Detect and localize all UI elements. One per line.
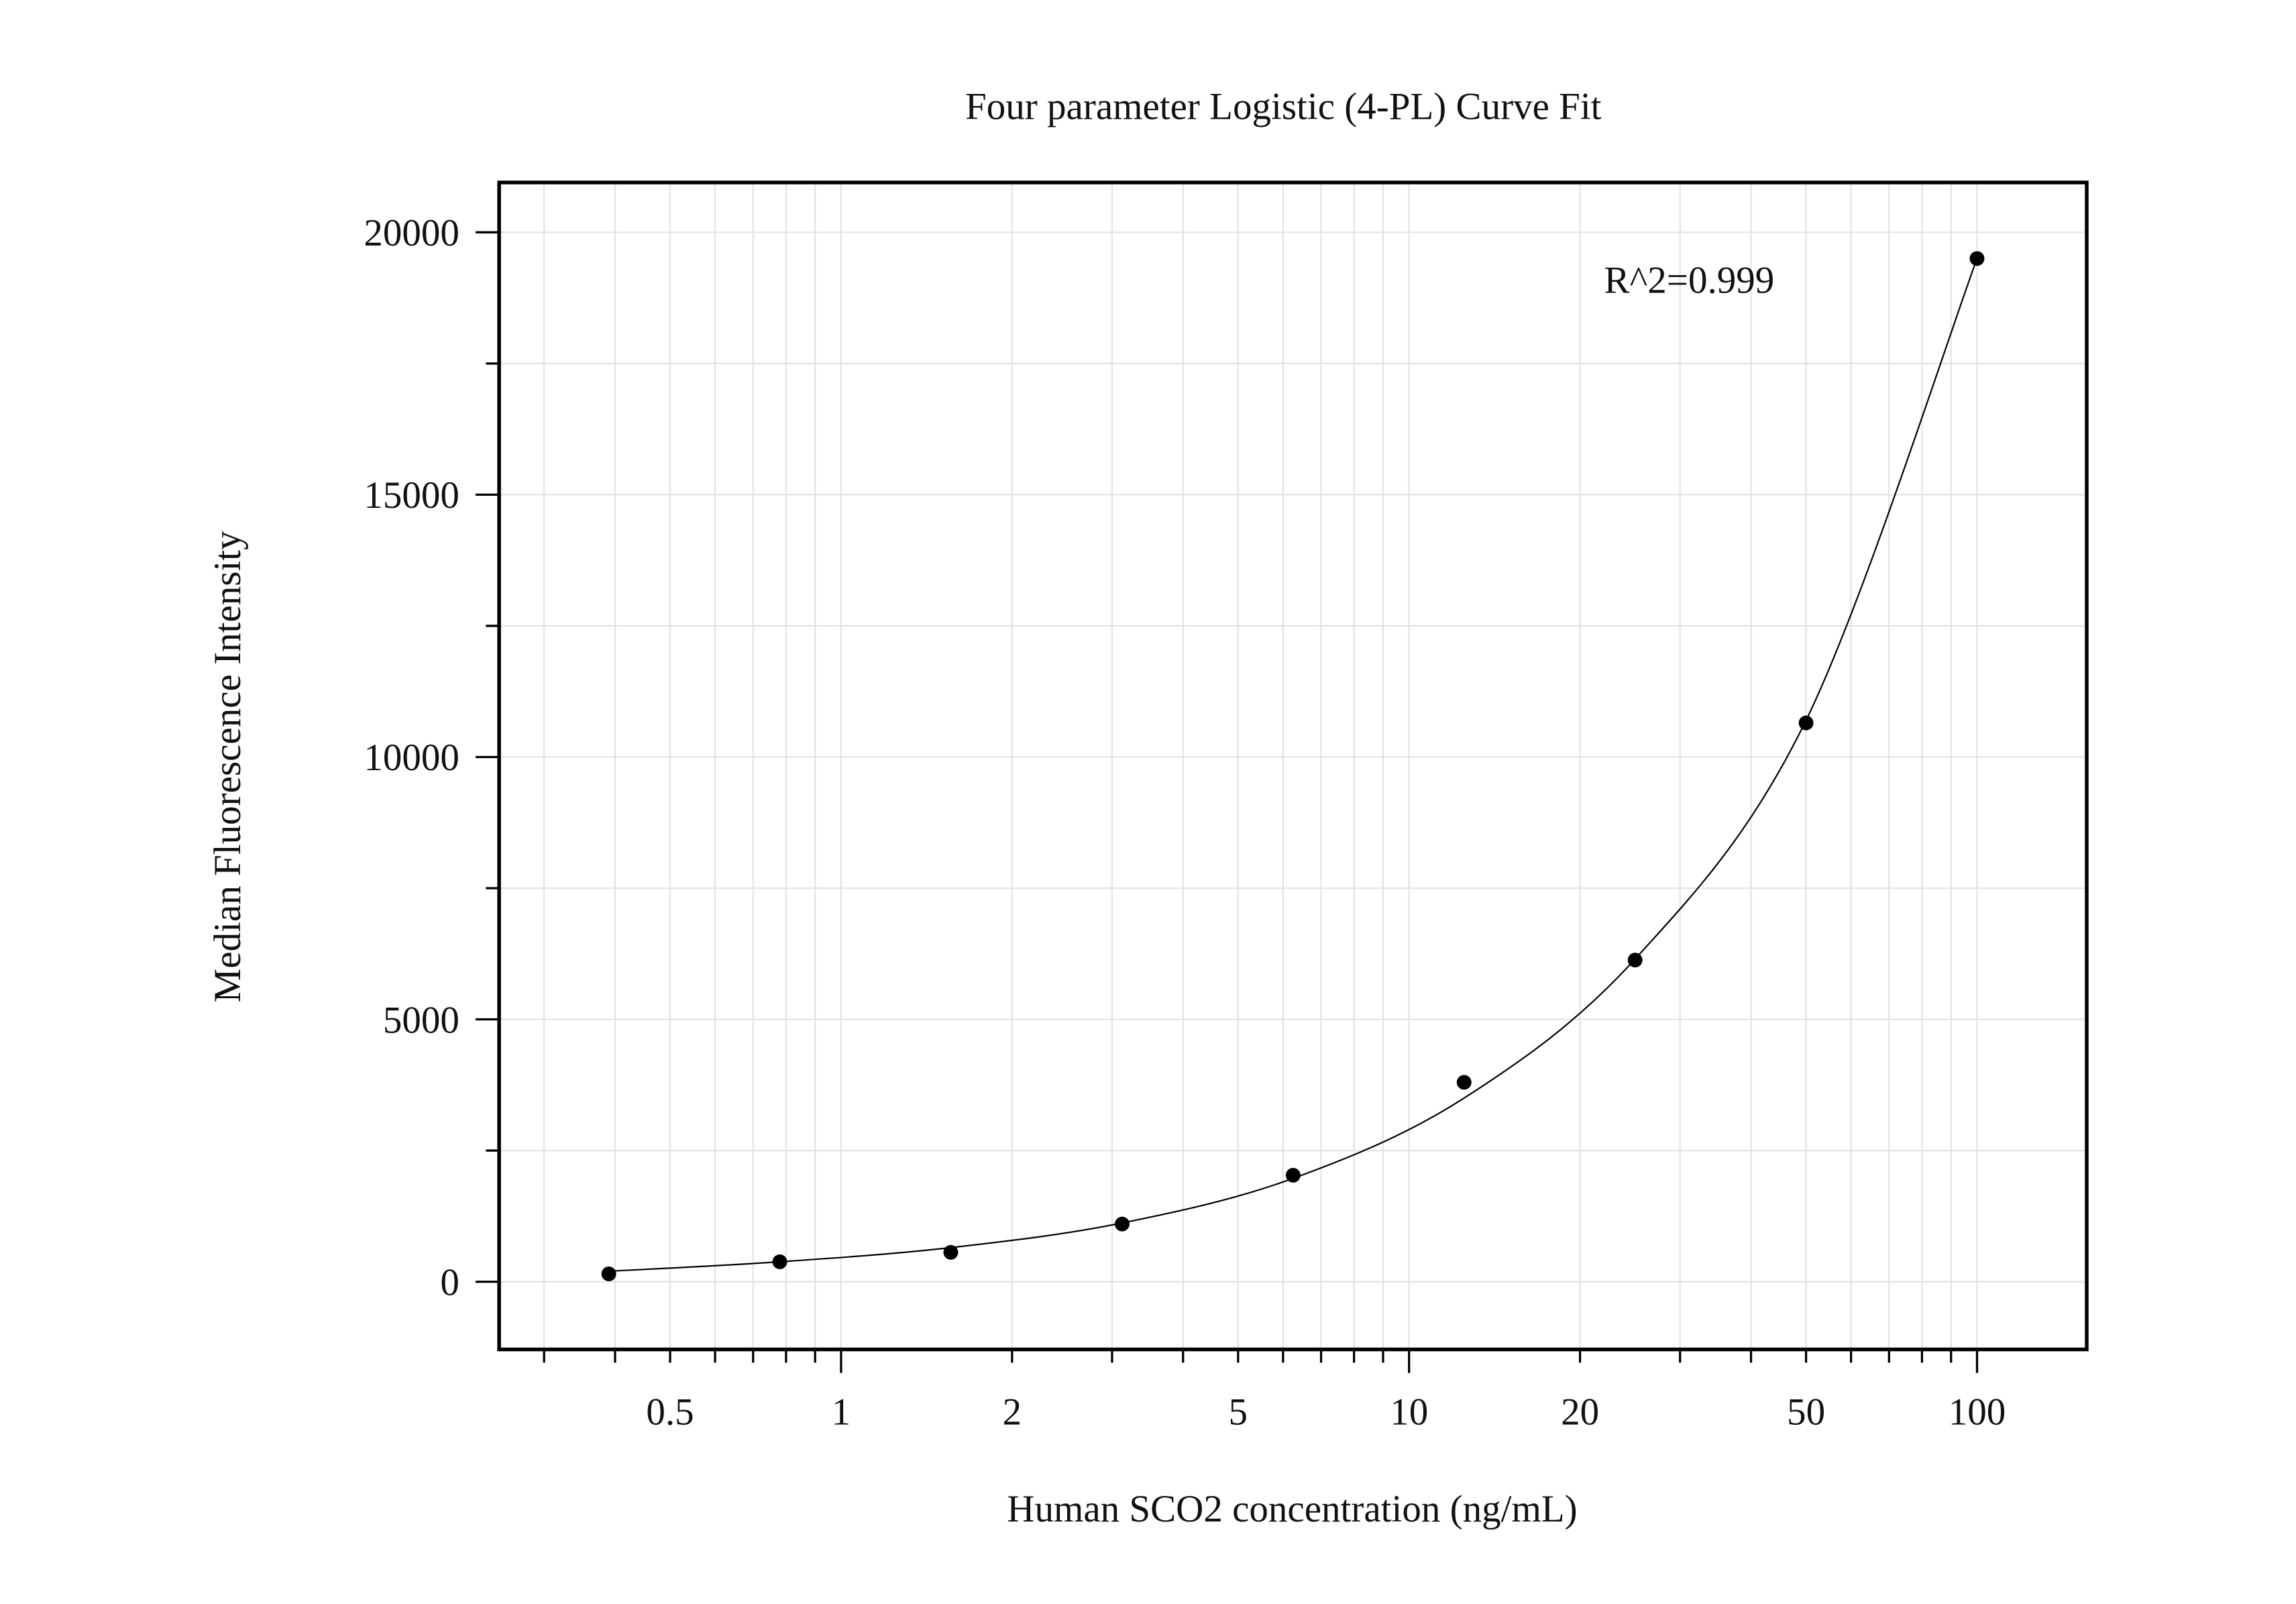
x-tick-label: 20 bbox=[1561, 1391, 1599, 1433]
plot-frame bbox=[497, 180, 2089, 1352]
x-tick-label: 5 bbox=[1229, 1391, 1248, 1433]
y-tick-labels: 0 5000 10000 15000 20000 bbox=[364, 212, 459, 1303]
ticks bbox=[476, 231, 1979, 1373]
data-points bbox=[601, 251, 1985, 1281]
grid bbox=[499, 182, 2087, 1350]
x-tick-label: 1 bbox=[832, 1391, 851, 1433]
data-point bbox=[1627, 953, 1643, 968]
chart-title: Four parameter Logistic (4-PL) Curve Fit bbox=[965, 86, 1602, 128]
data-point bbox=[943, 1244, 959, 1260]
data-point bbox=[1285, 1167, 1301, 1183]
data-point bbox=[1114, 1216, 1130, 1232]
x-tick-labels: 0.5 1 2 5 10 20 50 100 bbox=[646, 1391, 2006, 1433]
y-tick-label: 20000 bbox=[364, 212, 459, 254]
data-point bbox=[601, 1266, 616, 1281]
x-tick-label: 10 bbox=[1390, 1391, 1428, 1433]
x-tick-label: 50 bbox=[1787, 1391, 1825, 1433]
data-point bbox=[1798, 715, 1814, 731]
x-tick-label: 2 bbox=[1003, 1391, 1022, 1433]
data-point bbox=[1456, 1075, 1472, 1090]
y-tick-label: 0 bbox=[440, 1261, 459, 1303]
y-tick-label: 5000 bbox=[383, 999, 459, 1041]
y-tick-label: 15000 bbox=[364, 474, 459, 517]
x-axis-label: Human SCO2 concentration (ng/mL) bbox=[1007, 1488, 1577, 1530]
y-axis-label: Median Fluorescence Intensity bbox=[207, 531, 249, 1002]
annotation-r2: R^2=0.999 bbox=[1604, 260, 1775, 302]
data-point bbox=[772, 1254, 787, 1269]
x-tick-label: 0.5 bbox=[646, 1391, 694, 1433]
y-tick-label: 10000 bbox=[364, 737, 459, 779]
data-point bbox=[1969, 251, 1985, 266]
x-tick-label: 100 bbox=[1949, 1391, 2006, 1433]
fit-curve bbox=[608, 258, 1978, 1273]
